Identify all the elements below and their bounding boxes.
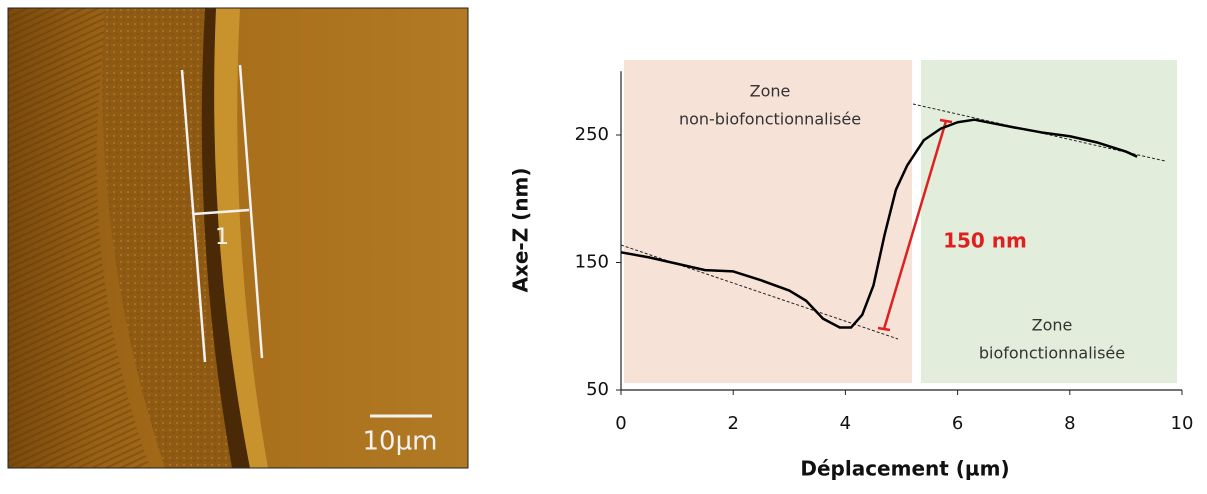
arrow-cap: [939, 118, 953, 124]
x-tick-label: 8: [1064, 413, 1075, 434]
x-tick-label: 0: [615, 413, 626, 434]
x-axis-title: Déplacement (µm): [800, 457, 1009, 481]
trend-line: [620, 244, 899, 340]
arrow-shaft: [882, 120, 948, 330]
profile-line: [238, 64, 264, 359]
afm-dark-band: [201, 8, 250, 468]
arrow-cap: [877, 326, 891, 332]
zone-label: Zone: [750, 82, 791, 101]
profile-line: [193, 208, 250, 216]
chart: Zone non-biofonctionnalisée Zone biofonc…: [509, 60, 1194, 481]
profile-label: 1: [215, 225, 229, 250]
x-tick-label: 6: [952, 413, 963, 434]
profile-lines: [180, 64, 264, 363]
afm-streaks: [8, 8, 150, 468]
afm-light-band: [214, 8, 268, 468]
x-tick-label: 4: [840, 413, 851, 434]
y-tick-label: 150: [575, 252, 609, 273]
height-label: 150 nm: [943, 229, 1027, 253]
zone-left: [624, 60, 912, 383]
zone-label: biofonctionnalisée: [979, 344, 1125, 363]
y-axis-title: Axe-Z (nm): [509, 167, 533, 292]
zone-right: [921, 60, 1177, 383]
zone-label: non-biofonctionnalisée: [679, 110, 861, 129]
data-line: [620, 118, 1138, 329]
afm-frame: [7, 7, 469, 469]
x-tick-label: 2: [727, 413, 738, 434]
zone-label: Zone: [1032, 316, 1073, 335]
y-tick-label: 250: [575, 124, 609, 145]
height-arrow: [877, 118, 953, 332]
x-tick-label: 10: [1171, 413, 1194, 434]
scale-bar-label: 10µm: [363, 427, 438, 457]
profile-line: [180, 69, 207, 363]
afm-image: 1 10µm: [7, 7, 469, 469]
y-tick-label: 50: [586, 379, 609, 400]
